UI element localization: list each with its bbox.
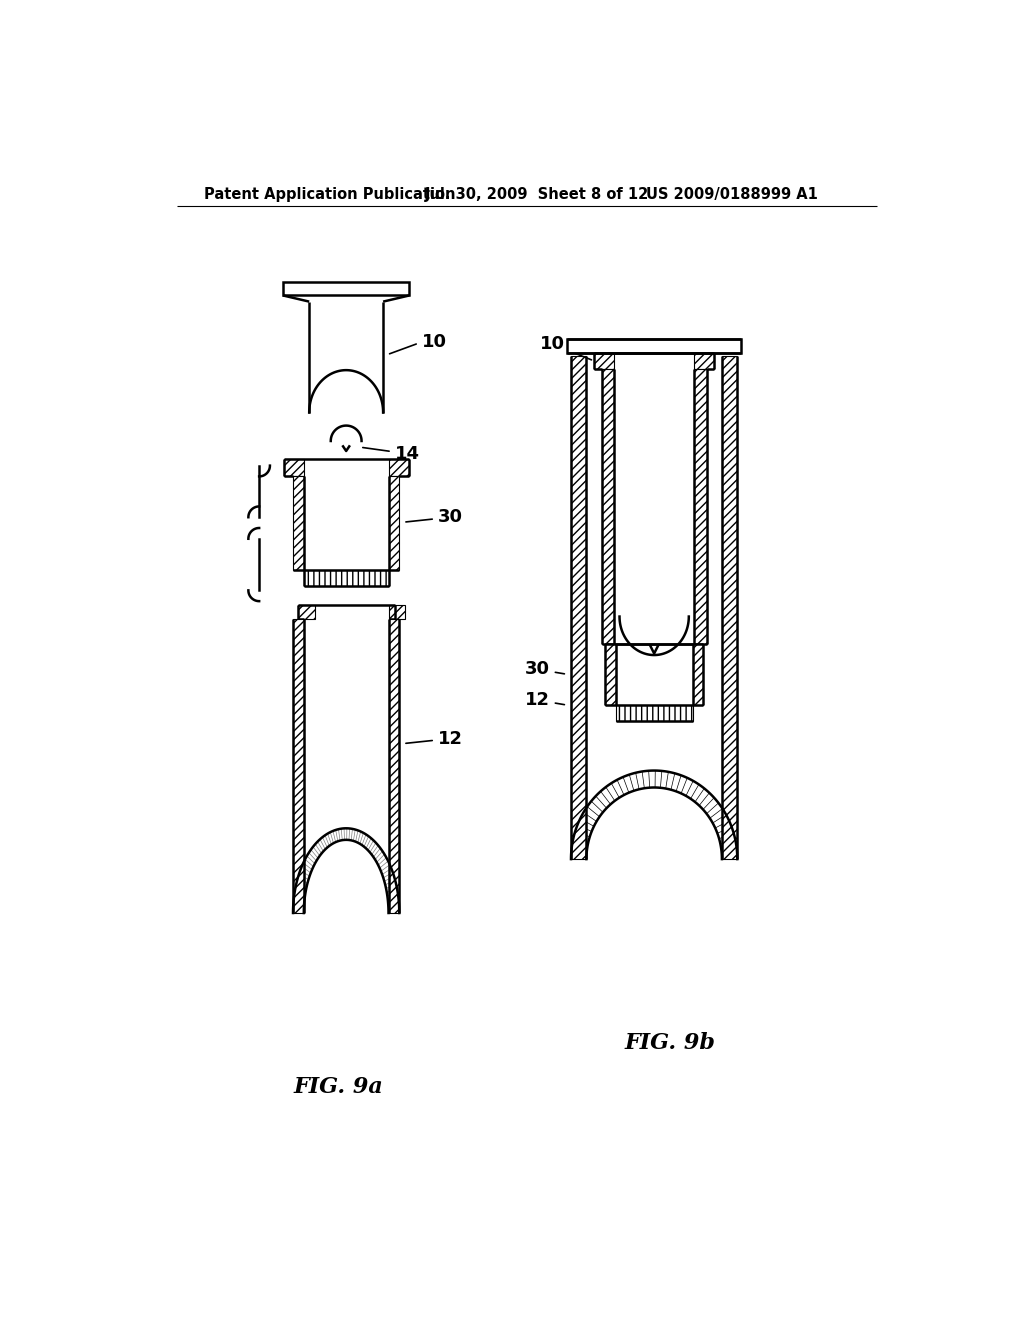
Bar: [388, 619, 399, 913]
Bar: [298, 605, 314, 619]
Bar: [283, 281, 410, 296]
Text: 10: 10: [389, 333, 446, 354]
Bar: [615, 705, 692, 721]
Bar: [388, 475, 399, 570]
Bar: [594, 354, 614, 368]
Bar: [293, 475, 304, 570]
Bar: [694, 368, 707, 644]
Bar: [567, 339, 741, 354]
Text: 10: 10: [541, 335, 592, 360]
Text: Patent Application Publication: Patent Application Publication: [204, 187, 456, 202]
Text: 30: 30: [524, 660, 564, 678]
Bar: [605, 644, 615, 705]
Text: FIG. 9a: FIG. 9a: [294, 1076, 383, 1098]
Bar: [614, 370, 693, 643]
Bar: [602, 368, 614, 644]
Bar: [388, 459, 409, 475]
Text: FIG. 9b: FIG. 9b: [624, 1032, 715, 1055]
Bar: [284, 459, 304, 475]
Text: 30: 30: [406, 508, 463, 527]
Text: US 2009/0188999 A1: US 2009/0188999 A1: [646, 187, 818, 202]
Text: 12: 12: [406, 730, 463, 747]
Bar: [692, 644, 703, 705]
Text: 12: 12: [524, 692, 564, 709]
Bar: [304, 570, 388, 586]
Bar: [722, 356, 737, 859]
Bar: [293, 619, 304, 913]
Bar: [694, 354, 714, 368]
Bar: [571, 356, 587, 859]
Text: Jul. 30, 2009  Sheet 8 of 12: Jul. 30, 2009 Sheet 8 of 12: [425, 187, 649, 202]
Text: 14: 14: [362, 445, 420, 463]
Bar: [388, 605, 406, 619]
